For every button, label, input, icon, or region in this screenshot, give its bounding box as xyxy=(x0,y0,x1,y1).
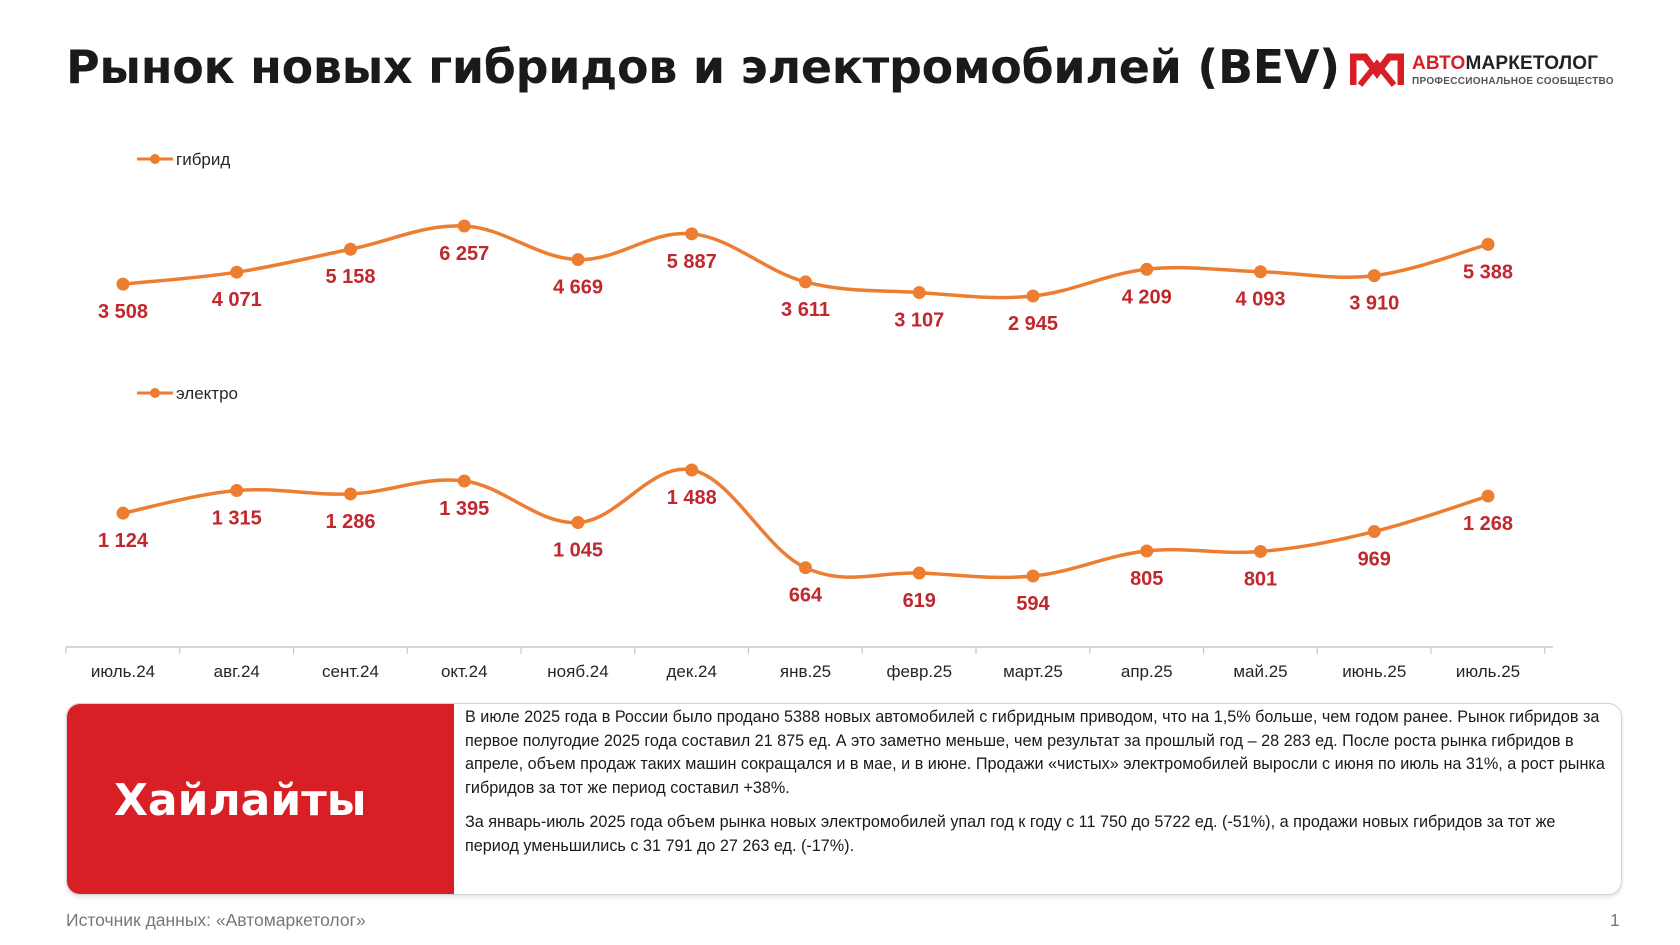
series-electric-point xyxy=(571,516,585,530)
series-electric-data-label: 1 286 xyxy=(325,511,375,533)
x-axis-tick-label: июль.24 xyxy=(91,662,155,681)
automarketolog-logo-icon xyxy=(1350,53,1404,87)
logo-name-dark: МАРКЕТОЛОГ xyxy=(1465,53,1599,74)
series-electric-data-label: 1 488 xyxy=(667,487,717,509)
series-hybrid-point xyxy=(1140,262,1154,276)
brand-logo: АВТОМАРКЕТОЛОГ ПРОФЕССИОНАЛЬНОЕ СООБЩЕСТ… xyxy=(1350,52,1640,92)
series-electric-point xyxy=(344,487,357,501)
series-electric-data-label: 594 xyxy=(1016,593,1050,615)
series-hybrid-data-label: 3 508 xyxy=(98,301,148,323)
series-electric-data-label: 1 045 xyxy=(553,540,603,562)
series-electric-data-label: 664 xyxy=(789,585,823,607)
logo-name: АВТОМАРКЕТОЛОГ xyxy=(1412,53,1598,75)
series-hybrid-data-label: 4 093 xyxy=(1235,289,1285,311)
highlights-banner: Хайлайты xyxy=(67,704,454,894)
series-hybrid-data-label: 5 388 xyxy=(1463,261,1513,283)
x-axis-tick-label: март.25 xyxy=(1003,662,1063,681)
x-axis-tick-label: май.25 xyxy=(1233,662,1287,681)
highlights-panel: Хайлайты В июле 2025 года в России было … xyxy=(66,703,1622,895)
series-electric-data-label: 1 268 xyxy=(1463,513,1513,535)
series-hybrid-data-label: 5 887 xyxy=(667,251,717,273)
series-electric-point xyxy=(1254,544,1267,558)
series-hybrid-point xyxy=(571,253,585,267)
x-axis-tick-label: авг.24 xyxy=(214,662,260,681)
series-electric-point xyxy=(230,484,244,498)
series-electric-point xyxy=(685,463,699,477)
series-hybrid-point xyxy=(1026,289,1040,303)
series-electric-point xyxy=(1481,489,1495,503)
x-axis-tick-label: июнь.25 xyxy=(1342,662,1406,681)
x-axis-tick-label: февр.25 xyxy=(886,662,952,681)
logo-name-red: АВТО xyxy=(1412,53,1466,74)
series-hybrid-legend-marker xyxy=(150,154,160,164)
series-hybrid-point xyxy=(912,286,926,300)
highlights-title: Хайлайты xyxy=(114,775,367,826)
series-hybrid-point xyxy=(1367,269,1381,283)
x-axis-tick-label: июль.25 xyxy=(1456,662,1520,681)
series-hybrid-data-label: 3 611 xyxy=(781,299,830,321)
x-axis-tick-label: дек.24 xyxy=(667,662,717,681)
series-hybrid-data-label: 5 158 xyxy=(325,266,375,288)
series-electric-data-label: 805 xyxy=(1130,568,1163,590)
logo-subtitle: ПРОФЕССИОНАЛЬНОЕ СООБЩЕСТВО xyxy=(1412,76,1614,87)
series-hybrid-data-label: 6 257 xyxy=(439,243,489,265)
series-hybrid-point xyxy=(685,227,699,241)
x-axis-tick-label: янв.25 xyxy=(780,662,831,681)
series-electric-data-label: 1 124 xyxy=(98,530,149,552)
series-electric-data-label: 1 315 xyxy=(212,508,262,530)
series-electric-point xyxy=(1026,569,1040,583)
series-hybrid-legend-label: гибрид xyxy=(176,150,230,169)
series-hybrid-data-label: 4 071 xyxy=(212,289,262,311)
series-hybrid-point xyxy=(1254,265,1267,279)
x-axis-tick-label: сент.24 xyxy=(322,662,379,681)
highlights-paragraph-2: За январь-июль 2025 года объем рынка нов… xyxy=(465,813,1556,855)
series-electric-data-label: 801 xyxy=(1244,568,1277,590)
series-electric-point xyxy=(457,474,471,488)
x-axis-tick-label: апр.25 xyxy=(1121,662,1173,681)
series-hybrid-data-label: 3 910 xyxy=(1349,293,1399,315)
series-electric-point xyxy=(912,566,926,580)
series-hybrid-point xyxy=(116,277,130,291)
page-title: Рынок новых гибридов и электромобилей (B… xyxy=(66,40,1340,94)
series-hybrid-point xyxy=(230,265,244,279)
series-electric-point xyxy=(1140,544,1154,558)
series-hybrid-point xyxy=(1481,237,1495,251)
series-electric-point xyxy=(799,561,812,575)
series-hybrid-point xyxy=(457,219,471,233)
page-number: 1 xyxy=(1610,910,1620,930)
x-axis-tick-label: нояб.24 xyxy=(547,662,608,681)
highlights-text: В июле 2025 года в России было продано 5… xyxy=(465,706,1605,869)
x-axis-tick-label: окт.24 xyxy=(441,662,488,681)
series-electric-data-label: 619 xyxy=(903,590,936,612)
series-hybrid-data-label: 4 209 xyxy=(1122,286,1172,308)
series-hybrid-point xyxy=(344,242,357,256)
series-electric-data-label: 969 xyxy=(1358,549,1391,571)
series-hybrid-data-label: 3 107 xyxy=(894,310,944,332)
series-electric-legend-label: электро xyxy=(176,384,238,403)
sales-line-chart: гибрид 3 508 4 071 5 158 6 257 4 669 5 887 3 61… xyxy=(65,150,1553,681)
highlights-paragraph-1: В июле 2025 года в России было продано 5… xyxy=(465,708,1605,797)
series-hybrid-data-label: 2 945 xyxy=(1008,313,1058,335)
series-electric-legend-marker xyxy=(150,388,160,398)
data-source-note: Источник данных: «Автомаркетолог» xyxy=(66,910,366,930)
series-hybrid-data-label: 4 669 xyxy=(553,277,603,299)
series-hybrid-point xyxy=(799,275,812,289)
series-electric-point xyxy=(116,506,130,520)
series-electric-point xyxy=(1367,525,1381,539)
series-electric-data-label: 1 395 xyxy=(439,498,489,520)
